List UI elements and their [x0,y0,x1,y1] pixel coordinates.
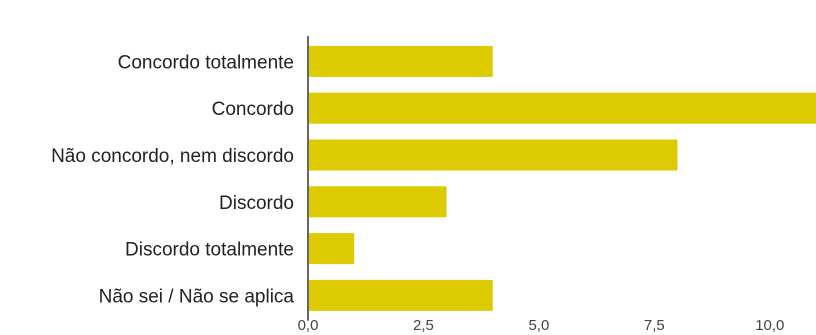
bar [309,92,816,124]
x-tick-label: 7,5 [644,317,665,334]
category-label: Discordo totalmente [125,240,294,261]
category-label: Não concordo, nem discordo [51,146,294,167]
category-label: Discordo [219,193,294,214]
bar [309,279,493,311]
category-labels: Concordo totalmente Concordo Não concordo,… [51,52,294,307]
x-tick-label: 2,5 [413,317,434,334]
category-label: Não sei / Não se aplica [99,286,295,307]
bars-group [309,45,816,311]
x-tick-labels: 0,0 2,5 5,0 7,5 10,0 [298,317,785,334]
x-tick-label: 0,0 [298,317,319,334]
bar [309,139,678,171]
category-label: Concordo totalmente [118,52,294,73]
x-tick-label: 5,0 [528,317,549,334]
bar [309,233,355,265]
x-tick-label: 10,0 [755,317,784,334]
category-label: Concordo [212,99,294,120]
bar [309,45,493,77]
bar [309,186,447,218]
